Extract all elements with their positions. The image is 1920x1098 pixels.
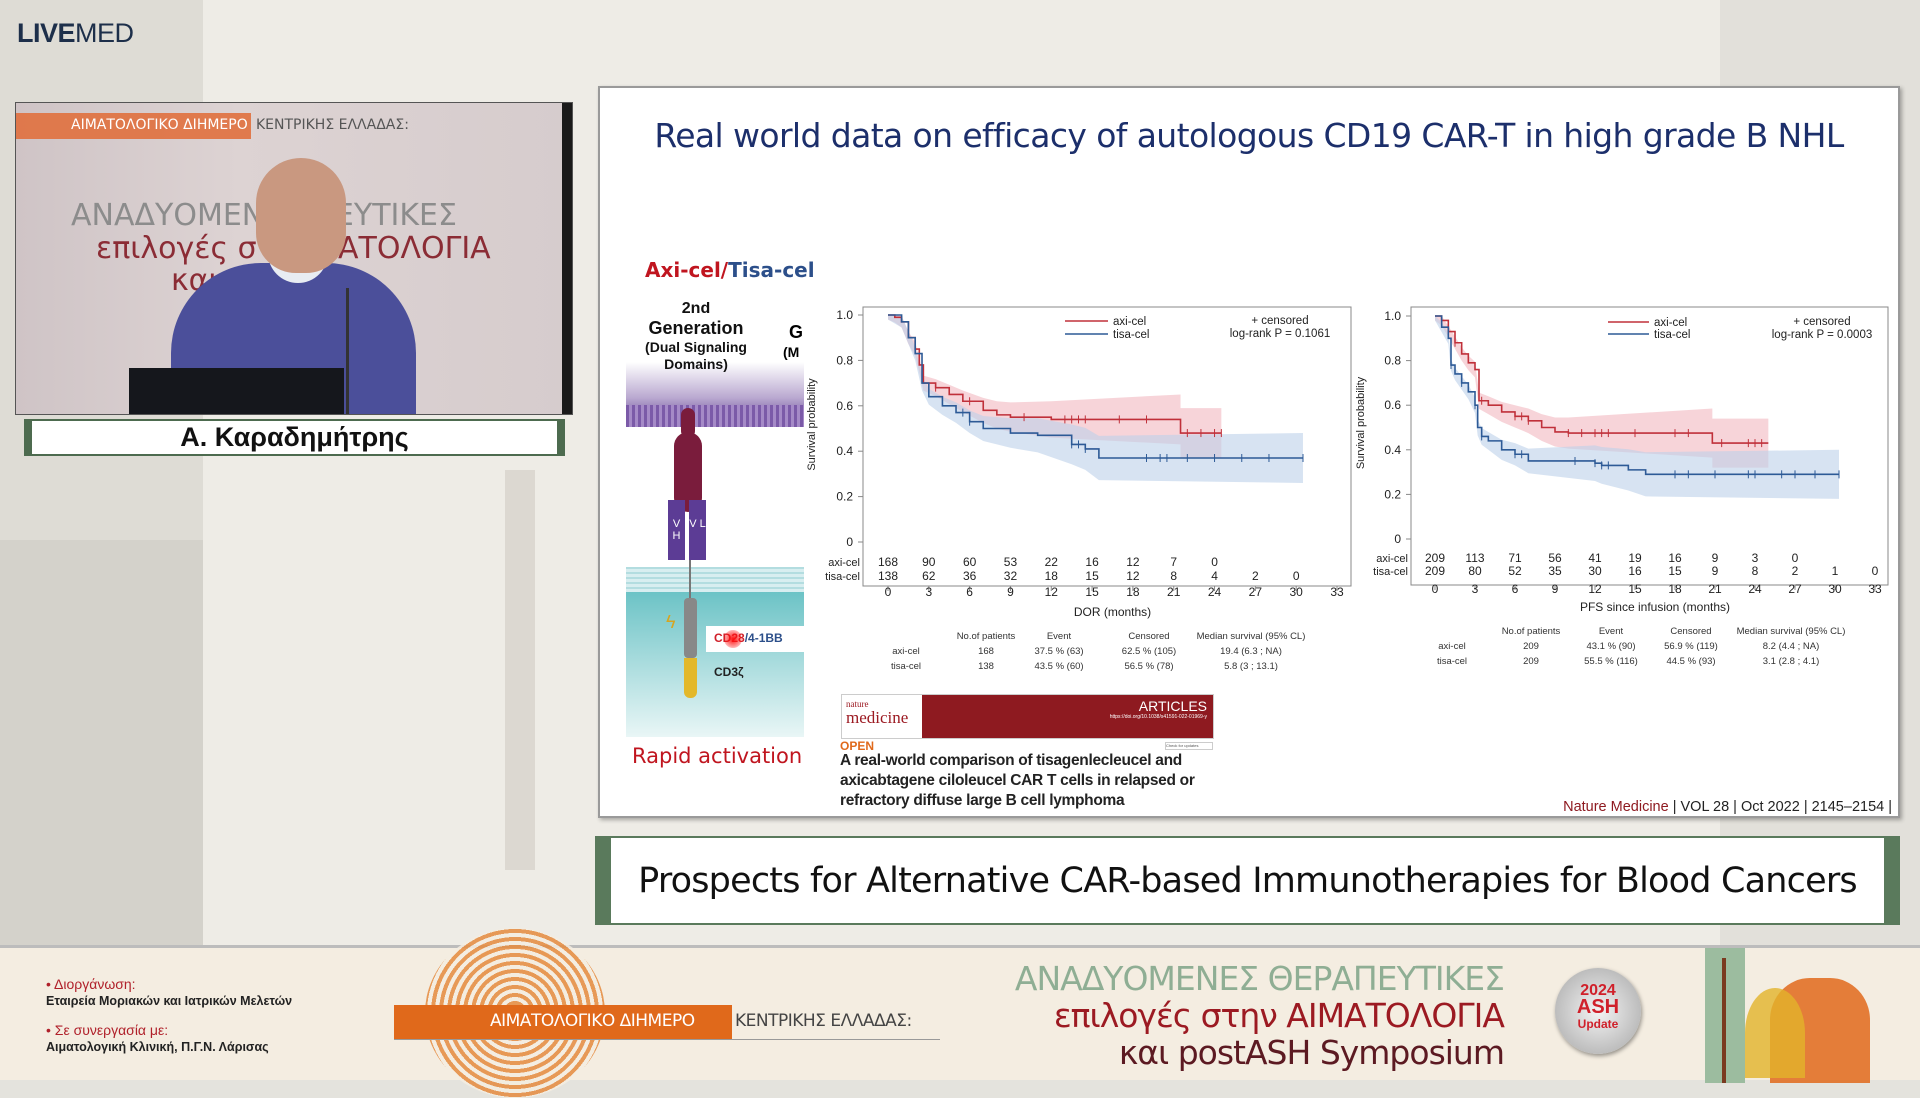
open-access-label: OPEN — [840, 739, 875, 753]
transmembrane — [689, 560, 691, 600]
laser-pointer-dot — [724, 630, 742, 648]
cd3-zeta-domain — [684, 658, 697, 698]
vl-domain: V L — [689, 500, 706, 560]
section-label: ARTICLES — [1138, 698, 1207, 714]
livemed-logo: LIVEMED — [17, 18, 134, 48]
event-name-rest: ΚΕΝΤΡΙΚΗΣ ΕΛΛΑΔΑΣ: — [735, 1011, 912, 1031]
divider — [394, 1039, 940, 1040]
backdrop-text: ΑΙΜΑΤΟΛΟΓΙΚΟ ΔΙΗΜΕΡΟ — [71, 117, 248, 133]
speaker-video: ΑΙΜΑΤΟΛΟΓΙΚΟ ΔΙΗΜΕΡΟ ΚΕΝΤΡΙΚΗΣ ΕΛΛΑΔΑΣ: … — [15, 102, 573, 415]
antigen-binding-domain — [674, 432, 702, 512]
nature-medicine-logo: nature medicine — [842, 695, 922, 738]
speaker-head — [256, 158, 346, 273]
partner-label: • Σε συνεργασία με: — [46, 1022, 169, 1038]
speaker-name-bar: Α. Καραδημήτρης — [24, 419, 565, 456]
inner-membrane — [626, 567, 804, 592]
organizer: Εταιρεία Μοριακών και Ιατρικών Μελετών — [46, 994, 293, 1008]
vh-domain: V H — [668, 500, 685, 560]
backdrop-text: ΚΕΝΤΡΙΚΗΣ ΕΛΛΑΔΑΣ: — [256, 117, 409, 133]
banner-title-line1: ΑΝΑΔΥΟΜΕΝΕΣ ΘΕΡΑΠΕΥΤΙΚΕΣ — [1014, 959, 1505, 998]
next-generation-title: G — [789, 322, 804, 342]
car-construct-diagram: 2nd Generation (Dual Signaling Domains) … — [626, 302, 804, 737]
signal-bolt-icon: ϟ — [666, 612, 676, 632]
presentation-slide: Real world data on efficacy of autologou… — [598, 86, 1900, 818]
event-orange-bar — [394, 1005, 732, 1039]
generation-title: Generation — [648, 318, 744, 338]
cd3-label: CD3ζ — [714, 665, 744, 679]
tree-illustration — [1745, 988, 1805, 1078]
citation: Nature Medicine | VOL 28 | Oct 2022 | 21… — [1563, 799, 1892, 815]
laptop — [129, 368, 344, 414]
tree-trunk-decoration — [505, 470, 535, 870]
partner: Αιματολογική Κλινική, Π.Γ.Ν. Λάρισας — [46, 1040, 269, 1054]
costim-label: CD28/4-1BB — [706, 626, 804, 652]
event-banner: • Διοργάνωση: Εταιρεία Μοριακών και Ιατρ… — [0, 928, 1920, 1098]
scfv-hinge — [681, 408, 695, 438]
check-for-updates-badge: Check for updates — [1165, 742, 1213, 750]
talk-title-bar: Prospects for Alternative CAR-based Immu… — [595, 836, 1900, 925]
video-edge — [562, 103, 572, 414]
diagram-caption: Rapid activation — [632, 744, 803, 768]
cytoplasm — [626, 592, 804, 737]
banner-title-line3: και postASH Symposium — [1118, 1033, 1505, 1072]
banner-title-line2: επιλογές στην ΑΙΜΑΤΟΛΟΓΙΑ — [1053, 996, 1505, 1035]
next-generation-subtitle: (M — [783, 344, 800, 360]
journal-header: nature medicine ARTICLES https://doi.org/… — [841, 694, 1214, 739]
backdrop-orange-bar — [16, 113, 251, 139]
generation-number: 2nd — [681, 302, 711, 317]
tree-illustration — [1722, 958, 1726, 1083]
microphone — [346, 288, 349, 414]
costim-domain — [684, 598, 697, 658]
car-products-heading: Axi-cel/Tisa-cel — [645, 258, 815, 282]
doi-link: https://doi.org/10.1038/s41591-022-01969… — [1109, 714, 1207, 720]
ash-update-seal: 2024 ASH Update — [1555, 968, 1641, 1054]
article-title: A real-world comparison of tisagenlecleu… — [840, 752, 1195, 809]
event-name-orange: ΑΙΜΑΤΟΛΟΓΙΚΟ ΔΙΗΜΕΡΟ — [490, 1011, 695, 1031]
generation-subtitle: (Dual Signaling Domains) — [645, 339, 747, 372]
slide-title: Real world data on efficacy of autologou… — [654, 116, 1844, 155]
background-panel — [0, 540, 203, 945]
cell-membrane — [626, 405, 804, 427]
organizer-label: • Διοργάνωση: — [46, 976, 136, 992]
